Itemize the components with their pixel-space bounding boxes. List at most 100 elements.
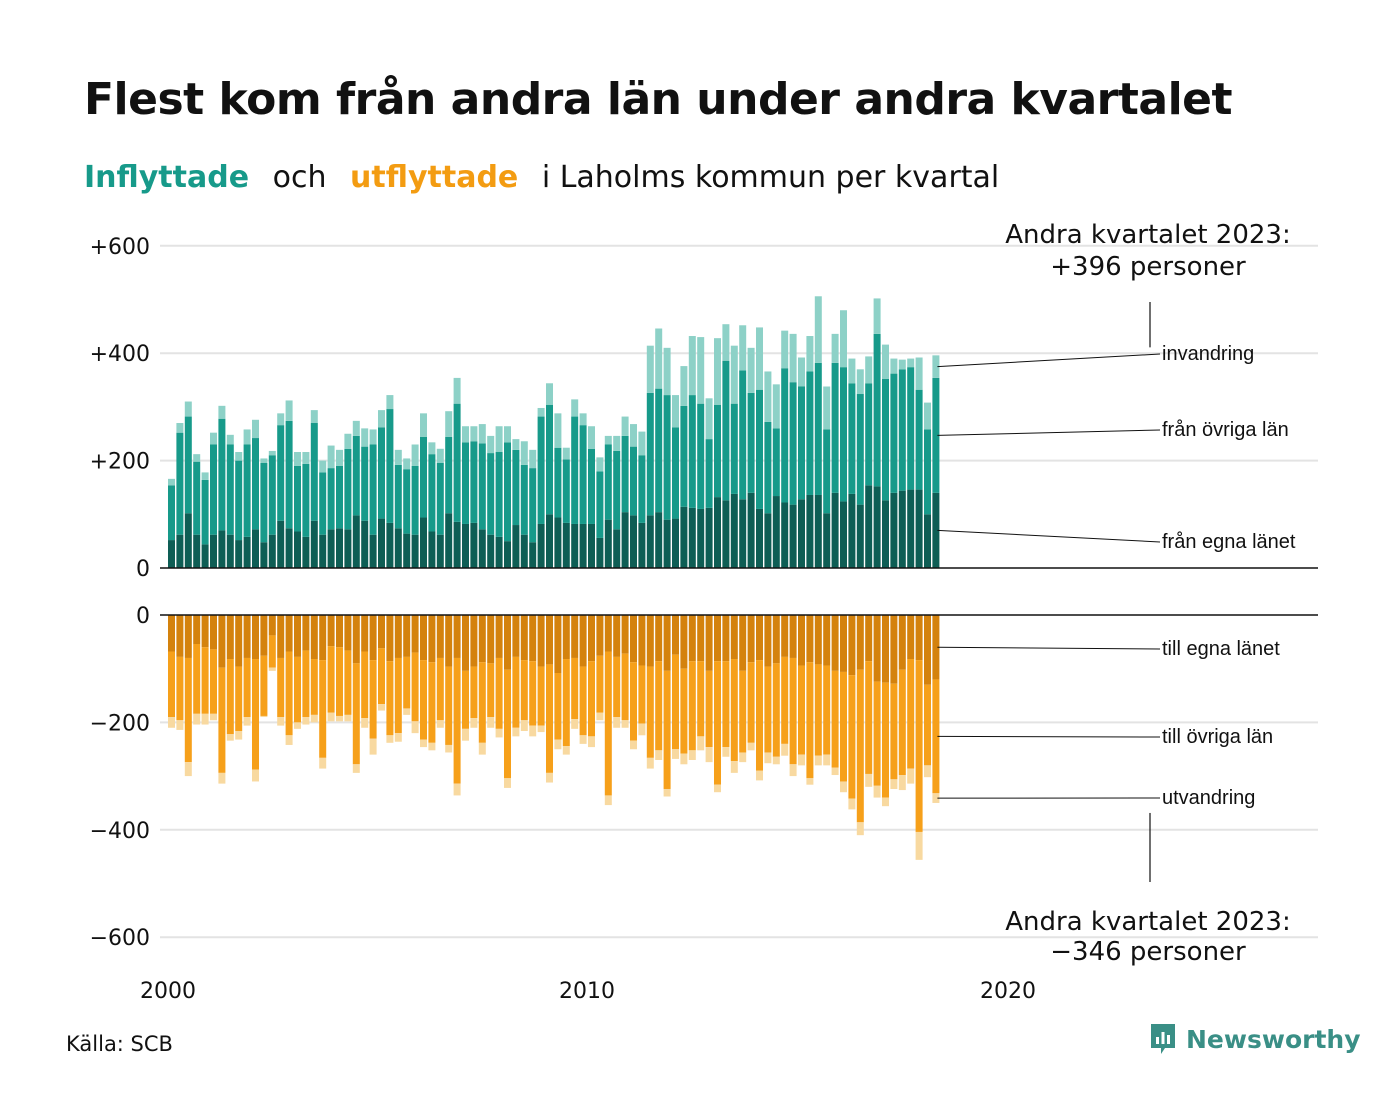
bar-out-emigration: [369, 738, 377, 755]
bar-in-other-counties: [201, 479, 209, 545]
bar-in-own-county: [714, 497, 721, 568]
bar-in-other-counties: [823, 429, 831, 514]
bar-out-own-county: [210, 615, 217, 650]
bar-out-emigration: [588, 736, 595, 748]
bar-in-other-counties: [361, 446, 369, 521]
bar-out-other-counties: [537, 666, 545, 726]
bar-in-immigration: [218, 405, 226, 419]
bar-out-emigration: [495, 728, 503, 738]
bar-in-immigration: [243, 429, 251, 445]
bar-in-own-county: [856, 504, 864, 568]
bar-out-other-counties: [218, 667, 226, 773]
bar-in-immigration: [176, 423, 184, 433]
bar-in-immigration: [193, 454, 201, 462]
bar-in-other-counties: [243, 444, 251, 537]
bar-in-immigration: [319, 460, 327, 473]
bar-out-other-counties: [806, 662, 814, 779]
subtitle-inflyttade: Inflyttade: [84, 160, 250, 195]
bar-in-own-county: [537, 523, 545, 568]
bar-in-own-county: [344, 529, 352, 568]
bar-out-own-county: [571, 615, 579, 658]
bar-in-other-counties: [470, 441, 478, 523]
bar-out-emigration: [621, 720, 629, 728]
bar-in-immigration: [226, 434, 234, 445]
grid-lines: [160, 244, 1318, 939]
bar-in-own-county: [798, 499, 805, 568]
bar-out-own-county: [260, 615, 268, 656]
bar-out-emigration: [512, 727, 520, 737]
bar-out-other-counties: [361, 651, 369, 719]
bar-in-own-county: [756, 508, 763, 568]
bar-out-emigration: [831, 767, 839, 776]
bar-out-own-county: [646, 615, 654, 667]
bar-out-emigration: [361, 718, 369, 728]
bar-in-own-county: [638, 522, 646, 568]
y-tick-label: −200: [90, 711, 150, 736]
bar-out-other-counties: [705, 670, 713, 748]
bar-out-other-counties: [630, 662, 637, 741]
bar-in-own-county: [739, 499, 747, 568]
bar-in-immigration: [630, 424, 637, 447]
bar-out-emigration: [260, 715, 268, 718]
bar-out-other-counties: [327, 646, 335, 713]
bar-in-immigration: [504, 426, 511, 443]
bar-in-other-counties: [672, 427, 679, 519]
bar-in-immigration: [554, 413, 562, 448]
bar-in-other-counties: [898, 369, 906, 491]
bar-in-own-county: [789, 504, 797, 568]
bar-out-own-county: [781, 615, 789, 657]
bar-in-immigration: [823, 386, 831, 430]
bar-out-emigration: [814, 755, 822, 766]
bar-out-own-county: [495, 615, 503, 658]
bar-in-own-county: [319, 534, 327, 568]
bar-out-own-county: [285, 615, 293, 652]
bar-out-emigration: [336, 715, 343, 722]
bar-out-other-counties: [243, 657, 251, 718]
bar-out-own-county: [520, 615, 528, 661]
bar-in-immigration: [453, 377, 461, 404]
bar-out-emigration: [453, 783, 461, 796]
bar-in-immigration: [932, 355, 940, 378]
bar-in-other-counties: [781, 368, 789, 503]
bar-in-immigration: [856, 369, 864, 395]
bar-out-own-county: [638, 615, 646, 666]
bar-in-own-county: [336, 528, 343, 568]
bar-out-own-county: [277, 615, 285, 658]
bar-out-emigration: [848, 798, 856, 810]
bar-in-other-counties: [772, 428, 780, 497]
bar-in-own-county: [277, 520, 285, 568]
bar-out-own-county: [604, 615, 612, 652]
bar-out-other-counties: [722, 661, 730, 748]
bar-in-other-counties: [739, 370, 747, 500]
bar-out-emigration: [411, 721, 419, 734]
bar-in-other-counties: [369, 444, 377, 535]
bar-out-own-county: [470, 615, 478, 667]
bar-out-other-counties: [798, 665, 805, 755]
bar-in-other-counties: [352, 435, 360, 516]
bar-out-other-counties: [168, 651, 175, 718]
bar-in-own-county: [184, 513, 192, 568]
bar-in-other-counties: [655, 388, 663, 513]
bar-in-own-county: [478, 529, 486, 568]
bar-out-own-county: [764, 615, 772, 667]
bar-in-other-counties: [277, 425, 285, 521]
bar-in-own-county: [932, 492, 940, 568]
bar-out-own-county: [529, 615, 537, 662]
bar-in-immigration: [705, 398, 713, 440]
bar-out-emigration: [747, 742, 755, 751]
bar-out-own-county: [722, 615, 730, 662]
bar-in-own-county: [672, 518, 679, 568]
bar-out-emigration: [764, 752, 772, 764]
bar-in-own-county: [428, 531, 436, 568]
bar-in-own-county: [646, 515, 654, 568]
bar-in-other-counties: [260, 462, 268, 543]
bar-out-own-county: [184, 615, 192, 658]
bar-out-emigration: [268, 667, 276, 671]
bar-out-own-county: [512, 615, 520, 657]
y-tick-label: −600: [90, 926, 150, 951]
bar-in-own-county: [848, 493, 856, 568]
bar-in-immigration: [386, 395, 394, 410]
bar-out-own-county: [445, 615, 453, 667]
bar-in-other-counties: [924, 429, 931, 515]
bar-out-other-counties: [831, 670, 839, 768]
